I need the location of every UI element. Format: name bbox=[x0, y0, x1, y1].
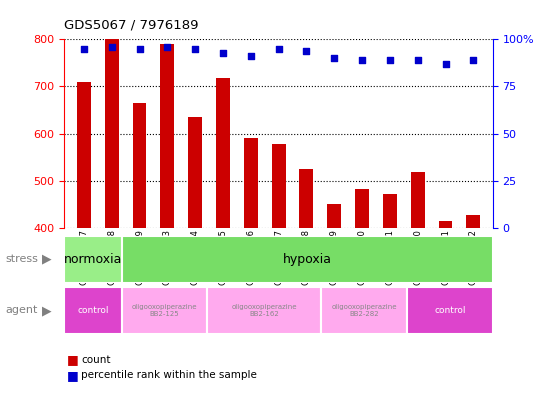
Bar bbox=[383, 194, 397, 228]
Bar bbox=[272, 145, 286, 228]
Text: ▶: ▶ bbox=[42, 253, 52, 266]
Bar bbox=[300, 169, 314, 228]
Text: control: control bbox=[77, 306, 109, 315]
Text: ▶: ▶ bbox=[42, 304, 52, 317]
Text: ■: ■ bbox=[67, 353, 79, 366]
Bar bbox=[122, 287, 207, 334]
Point bbox=[218, 50, 227, 56]
Text: agent: agent bbox=[6, 305, 38, 316]
Bar bbox=[466, 215, 480, 228]
Bar bbox=[122, 236, 493, 283]
Text: oligooxopiperazine
BB2-162: oligooxopiperazine BB2-162 bbox=[232, 304, 297, 317]
Point bbox=[80, 46, 88, 52]
Point bbox=[190, 46, 199, 52]
Point bbox=[107, 44, 116, 50]
Bar bbox=[105, 39, 119, 228]
Point bbox=[302, 48, 311, 54]
Bar bbox=[244, 138, 258, 228]
Bar bbox=[133, 103, 147, 228]
Bar bbox=[188, 117, 202, 228]
Point bbox=[441, 61, 450, 67]
Bar bbox=[355, 189, 369, 228]
Bar bbox=[64, 287, 122, 334]
Bar bbox=[77, 82, 91, 228]
Text: oligooxopiperazine
BB2-125: oligooxopiperazine BB2-125 bbox=[132, 304, 197, 317]
Bar bbox=[216, 78, 230, 228]
Point bbox=[469, 57, 478, 63]
Bar bbox=[410, 172, 424, 228]
Text: oligooxopiperazine
BB2-282: oligooxopiperazine BB2-282 bbox=[332, 304, 397, 317]
Point bbox=[330, 55, 339, 61]
Bar bbox=[207, 287, 321, 334]
Bar bbox=[64, 236, 122, 283]
Bar bbox=[407, 287, 493, 334]
Bar bbox=[160, 44, 174, 228]
Point bbox=[246, 53, 255, 59]
Point bbox=[358, 57, 367, 63]
Text: normoxia: normoxia bbox=[64, 253, 122, 266]
Text: percentile rank within the sample: percentile rank within the sample bbox=[81, 370, 257, 380]
Bar bbox=[438, 221, 452, 228]
Point bbox=[413, 57, 422, 63]
Point bbox=[135, 46, 144, 52]
Bar bbox=[327, 204, 341, 228]
Text: hypoxia: hypoxia bbox=[283, 253, 332, 266]
Point bbox=[385, 57, 394, 63]
Point bbox=[163, 44, 172, 50]
Point bbox=[274, 46, 283, 52]
Bar bbox=[321, 287, 407, 334]
Text: count: count bbox=[81, 354, 111, 365]
Text: control: control bbox=[434, 306, 466, 315]
Text: stress: stress bbox=[6, 254, 39, 264]
Text: GDS5067 / 7976189: GDS5067 / 7976189 bbox=[64, 18, 199, 31]
Text: ■: ■ bbox=[67, 369, 79, 382]
